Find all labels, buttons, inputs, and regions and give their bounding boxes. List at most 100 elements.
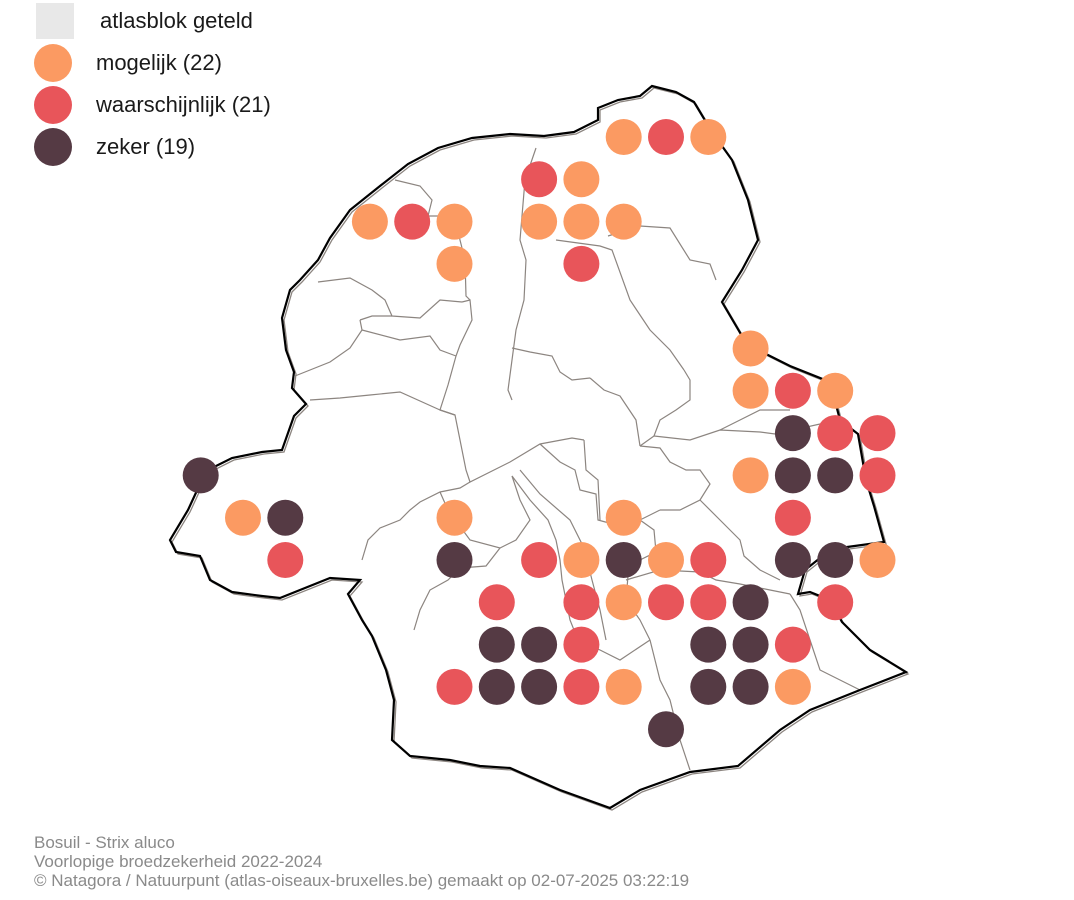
atlas-block-zeker — [774, 542, 811, 578]
atlas-block-waarschijnlijk — [563, 584, 600, 621]
atlas-block-mogelijk — [859, 542, 896, 578]
municipality-boundary — [589, 377, 641, 447]
atlas-block-waarschijnlijk — [648, 119, 684, 155]
species-name: Bosuil - Strix aluco — [34, 833, 175, 852]
municipality-boundary — [699, 499, 781, 581]
atlas-block-zeker — [774, 457, 811, 494]
municipality-boundary — [639, 445, 711, 511]
atlas-block-markers — [182, 119, 896, 748]
atlas-block-zeker — [732, 626, 769, 663]
atlas-block-mogelijk — [732, 457, 769, 494]
municipality-boundary — [439, 409, 585, 483]
atlas-block-mogelijk — [563, 542, 600, 578]
atlas-block-mogelijk — [774, 668, 811, 705]
atlas-block-waarschijnlijk — [774, 499, 811, 536]
municipality-boundary — [361, 329, 457, 357]
atlas-block-mogelijk — [225, 499, 261, 536]
atlas-block-waarschijnlijk — [859, 457, 896, 494]
municipality-boundary — [507, 147, 537, 401]
atlas-block-zeker — [605, 542, 642, 578]
region-outline — [168, 84, 909, 810]
atlas-block-waarschijnlijk — [436, 668, 473, 705]
atlas-block-zeker — [817, 457, 854, 494]
municipality-boundary — [294, 319, 363, 377]
atlas-block-waarschijnlijk — [394, 203, 431, 240]
atlas-block-waarschijnlijk — [521, 161, 558, 198]
atlas-block-zeker — [648, 711, 684, 748]
legend-item-probable: waarschijnlijk (21) — [34, 84, 271, 126]
atlas-block-mogelijk — [521, 203, 558, 240]
atlas-block-waarschijnlijk — [648, 584, 684, 621]
atlas-block-mogelijk — [605, 584, 642, 621]
atlas-block-waarschijnlijk — [690, 584, 727, 621]
map-caption: Bosuil - Strix aluco Voorlopige broedzek… — [34, 833, 689, 890]
atlas-block-mogelijk — [563, 203, 600, 240]
atlas-block-waarschijnlijk — [267, 542, 304, 578]
municipality-boundary — [361, 481, 471, 561]
map-subtitle: Voorlopige broedzekerheid 2022-2024 — [34, 852, 323, 871]
atlas-block-zeker — [774, 415, 811, 452]
atlas-block-waarschijnlijk — [690, 542, 727, 578]
atlas-block-mogelijk — [605, 119, 642, 155]
atlas-block-mogelijk — [690, 119, 727, 155]
legend-item-counted: atlasblok geteld — [34, 0, 271, 42]
atlas-block-mogelijk — [563, 161, 600, 198]
atlas-block-zeker — [690, 668, 727, 705]
municipality-boundary — [649, 639, 691, 771]
municipality-boundary — [511, 347, 591, 381]
atlas-block-mogelijk — [605, 203, 642, 240]
atlas-block-mogelijk — [436, 203, 473, 240]
atlas-block-zeker — [732, 668, 769, 705]
atlas-block-mogelijk — [605, 499, 642, 536]
atlas-block-waarschijnlijk — [478, 584, 515, 621]
municipality-boundary — [309, 391, 441, 411]
legend-label: mogelijk (22) — [96, 50, 222, 75]
municipality-boundary — [359, 315, 392, 321]
atlas-block-waarschijnlijk — [817, 415, 854, 452]
atlas-block-zeker — [478, 626, 515, 663]
legend-label: zeker (19) — [96, 134, 196, 159]
atlas-block-mogelijk — [605, 668, 642, 705]
counted-block-square-icon — [36, 3, 74, 39]
atlas-block-mogelijk — [817, 372, 854, 409]
municipality-boundary — [394, 179, 471, 301]
municipality-boundary — [625, 519, 657, 641]
atlas-block-zeker — [478, 668, 515, 705]
municipality-boundary — [439, 299, 473, 416]
atlas-block-zeker — [732, 584, 769, 621]
atlas-block-zeker — [521, 626, 558, 663]
atlas-block-mogelijk — [732, 330, 769, 367]
atlas-block-zeker — [817, 542, 854, 578]
legend-item-confirmed: zeker (19) — [34, 126, 271, 168]
map-credit: © Natagora / Natuurpunt (atlas-oiseaux-b… — [34, 871, 690, 890]
municipality-boundary — [639, 369, 691, 447]
atlas-block-zeker — [521, 668, 558, 705]
atlas-block-zeker — [690, 626, 727, 663]
municipality-boundary — [583, 439, 601, 521]
confirmed-circle-icon — [34, 128, 72, 166]
legend-item-possible: mogelijk (22) — [34, 42, 271, 84]
municipality-boundary — [413, 547, 501, 631]
legend-label: waarschijnlijk (21) — [96, 92, 271, 117]
atlas-block-mogelijk — [351, 203, 388, 240]
atlas-block-mogelijk — [648, 542, 684, 578]
atlas-block-waarschijnlijk — [563, 668, 600, 705]
legend: atlasblok geteld mogelijk (22) waarschij… — [34, 0, 271, 168]
atlas-block-zeker — [267, 499, 304, 536]
municipality-boundary — [555, 239, 685, 371]
atlas-block-mogelijk — [436, 245, 473, 282]
municipality-boundary — [719, 409, 790, 431]
atlas-block-waarschijnlijk — [563, 245, 600, 282]
municipality-boundary — [317, 277, 463, 319]
atlas-block-zeker — [182, 457, 219, 494]
atlas-block-mogelijk — [436, 499, 473, 536]
atlas-block-waarschijnlijk — [521, 542, 558, 578]
atlas-block-waarschijnlijk — [563, 626, 600, 663]
atlas-block-waarschijnlijk — [774, 372, 811, 409]
legend-label: atlasblok geteld — [100, 8, 253, 33]
possible-circle-icon — [34, 44, 72, 82]
atlas-block-waarschijnlijk — [817, 584, 854, 621]
atlas-block-mogelijk — [732, 372, 769, 409]
